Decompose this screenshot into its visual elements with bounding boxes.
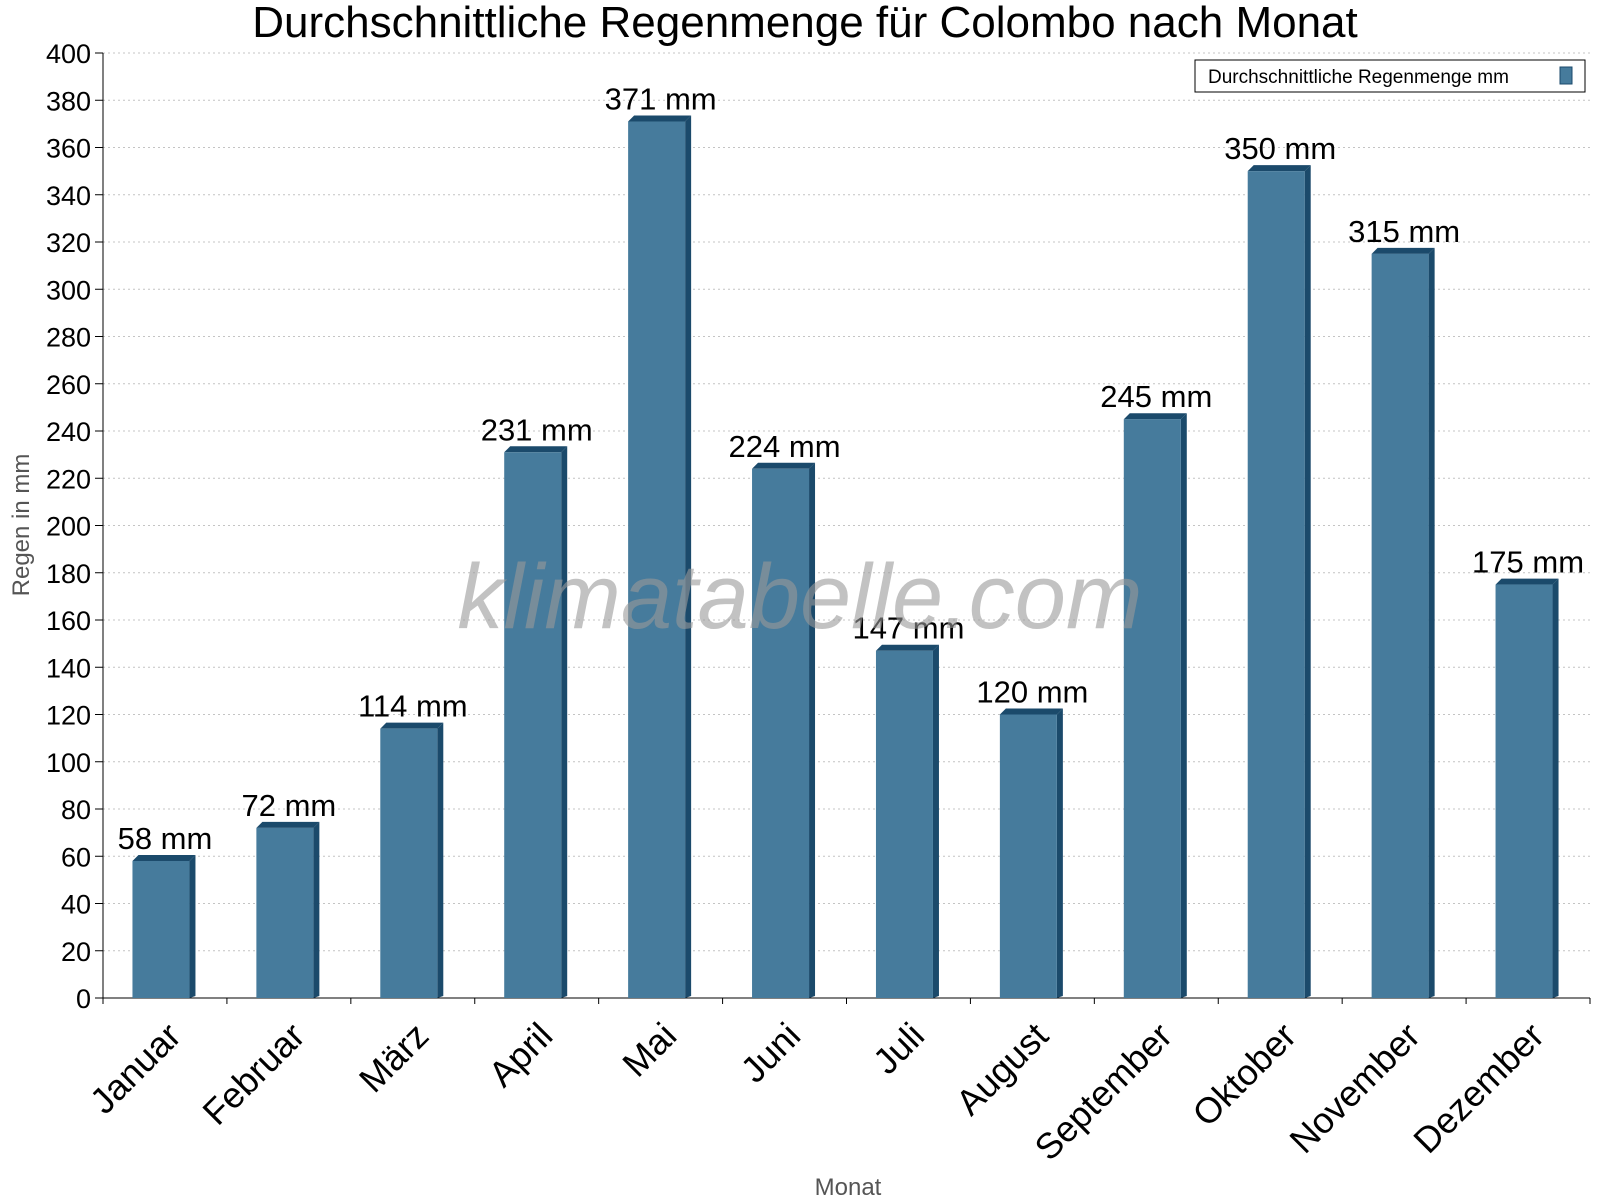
y-tick-label: 80	[61, 795, 91, 825]
bar	[1247, 171, 1305, 998]
x-tick-label: Juni	[733, 1015, 809, 1091]
data-label: 245 mm	[1100, 379, 1212, 414]
data-label: 72 mm	[242, 788, 337, 823]
bar-top	[1247, 165, 1311, 172]
x-tick-label: Mai	[614, 1015, 684, 1085]
bar-side	[561, 446, 568, 998]
data-label: 175 mm	[1472, 545, 1584, 580]
y-tick-label: 140	[46, 653, 91, 683]
data-labels: 58 mm 72 mm 114 mm 231 mm 371 mm 224 mm 147 mm…	[118, 82, 1584, 856]
legend-box	[1194, 59, 1586, 93]
data-label: 315 mm	[1348, 214, 1460, 249]
bar	[1371, 253, 1429, 998]
y-tick-label: 160	[46, 606, 91, 636]
bar	[380, 728, 438, 998]
bar	[875, 650, 933, 998]
y-tick-label: 280	[46, 323, 91, 353]
bar-top	[628, 115, 692, 122]
bar-top	[504, 446, 568, 453]
data-label: 224 mm	[729, 429, 841, 464]
bar	[1495, 584, 1553, 998]
bar	[132, 860, 190, 998]
y-tick-label: 400	[46, 39, 91, 69]
bars	[132, 115, 1559, 998]
bar	[752, 468, 810, 998]
watermark: klimatabelle.com	[457, 546, 1142, 648]
y-tick-label: 360	[46, 134, 91, 164]
bar-side	[1304, 165, 1311, 998]
bar-top	[380, 722, 444, 729]
legend-label: Durchschnittliche Regenmenge mm	[1208, 67, 1509, 88]
y-tick-label: 240	[46, 417, 91, 447]
y-tick-label: 340	[46, 181, 91, 211]
bar-side	[1056, 708, 1063, 998]
y-tick-label: 0	[76, 984, 91, 1014]
bar-side	[809, 462, 816, 998]
y-tick-label: 260	[46, 370, 91, 400]
bar-top	[999, 708, 1063, 715]
x-tick-label: November	[1281, 1015, 1427, 1161]
y-tick-label: 380	[46, 86, 91, 116]
bar-top	[875, 644, 939, 651]
bar-top	[132, 854, 196, 861]
gridlines	[103, 52, 1590, 999]
data-label: 147 mm	[852, 611, 964, 646]
y-axis-title: Regen in mm	[8, 454, 35, 597]
data-label: 58 mm	[118, 821, 213, 856]
y-tick-label: 40	[61, 890, 91, 920]
data-label: 114 mm	[358, 689, 468, 724]
bar-side	[1552, 578, 1559, 998]
y-tick-label: 100	[46, 748, 91, 778]
y-tick-label: 300	[46, 275, 91, 305]
bar-top	[1495, 578, 1559, 585]
x-tick-label: April	[480, 1015, 560, 1095]
bar-top	[256, 821, 320, 828]
x-tick-label: Dezember	[1405, 1015, 1551, 1161]
bar-top	[1123, 413, 1187, 420]
legend: Durchschnittliche Regenmenge mm	[1194, 59, 1586, 93]
data-label: 371 mm	[605, 82, 717, 117]
bar	[999, 714, 1057, 998]
bar	[504, 452, 562, 998]
data-label: 120 mm	[976, 675, 1088, 710]
y-tick-label: 20	[61, 937, 91, 967]
bar-side	[1428, 247, 1435, 998]
bar-top	[752, 462, 816, 469]
bar-side	[685, 115, 692, 998]
y-tick-label: 220	[46, 464, 91, 494]
y-tick-label: 120	[46, 701, 91, 731]
bar-top	[1371, 247, 1435, 254]
x-axis: Januar Februar März April Mai Juni Juli AugustS…	[82, 997, 1591, 1168]
bar-side	[313, 821, 320, 998]
x-tick-label: März	[351, 1015, 437, 1101]
y-tick-label: 60	[61, 842, 91, 872]
bar	[628, 121, 686, 998]
data-label: 350 mm	[1224, 131, 1336, 166]
bar-side	[189, 854, 196, 998]
y-tick-label: 320	[46, 228, 91, 258]
chart-title: Durchschnittliche Regenmenge für Colombo…	[252, 0, 1357, 47]
x-tick-label: Oktober	[1184, 1015, 1304, 1135]
bar	[1123, 419, 1181, 998]
x-tick-label: Juli	[865, 1015, 932, 1082]
y-tick-label: 200	[46, 512, 91, 542]
x-axis-title: Monat	[815, 1174, 882, 1200]
x-tick-label: Januar	[82, 1015, 189, 1122]
legend-swatch	[1559, 66, 1573, 85]
data-label: 231 mm	[481, 412, 593, 447]
bar	[256, 827, 314, 998]
x-tick-label: Februar	[194, 1015, 312, 1133]
bar-side	[932, 644, 939, 998]
bar-side	[1180, 413, 1187, 998]
x-tick-label: August	[948, 1015, 1056, 1123]
y-tick-label: 180	[46, 559, 91, 589]
bar-side	[437, 722, 444, 998]
y-axis: 0 20 40 60 80 100 120 140 160 180 200 220 240 260 280 3…	[46, 39, 104, 1014]
